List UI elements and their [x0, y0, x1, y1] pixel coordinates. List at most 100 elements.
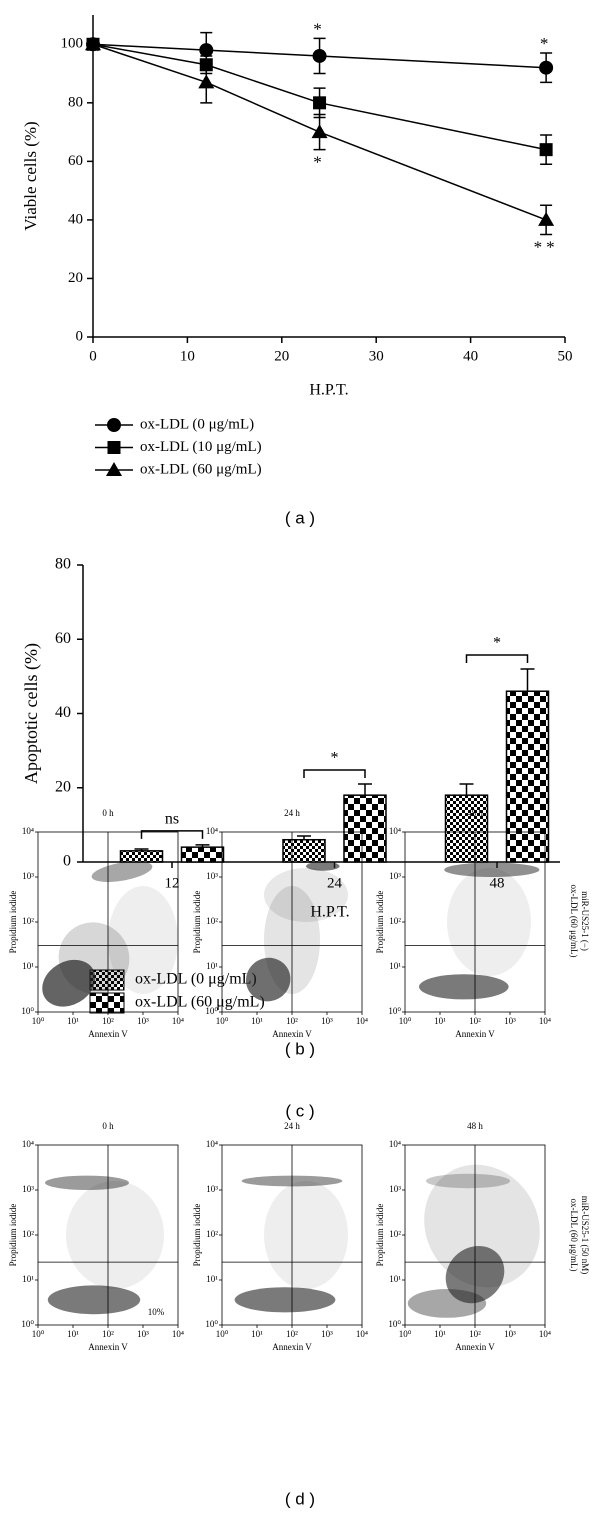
y-tick-label: 10² [389, 1229, 401, 1239]
y-tick-label: 0 [76, 328, 84, 344]
y-tick-label: 80 [68, 94, 83, 110]
x-tick-label: 10⁴ [172, 1329, 184, 1339]
y-axis-label: Propidium iodide [192, 1204, 202, 1267]
y-tick-label: 60 [55, 630, 71, 647]
significance-bracket [465, 654, 529, 663]
y-tick-label: 10³ [389, 871, 401, 881]
y-tick-label: 10¹ [22, 1274, 34, 1284]
panel-label: ( d ) [285, 1489, 315, 1508]
legend-label: ox-LDL (10 μg/mL) [140, 439, 262, 455]
marker [539, 60, 554, 75]
legend-swatch [89, 992, 125, 1014]
y-tick-label: 10² [22, 916, 34, 926]
x-tick-label: 30 [369, 348, 384, 364]
x-axis-label: H.P.T. [310, 904, 349, 921]
x-tick-label: 10⁰ [216, 1016, 229, 1026]
y-tick-label: 10¹ [206, 961, 218, 971]
x-tick-label: 10¹ [434, 1016, 446, 1026]
significance-label: ns [165, 811, 179, 828]
y-tick-label: 10⁴ [206, 1139, 218, 1149]
legend-label: ox-LDL (60 μg/mL) [135, 994, 265, 1011]
panel-title: 48 h [467, 1121, 483, 1131]
cell-population [47, 1285, 141, 1315]
x-axis-label: H.P.T. [309, 382, 348, 399]
y-tick-label: 10¹ [389, 1274, 401, 1284]
error-bar [358, 783, 372, 796]
legend-label: ox-LDL (0 μg/mL) [140, 416, 254, 432]
y-axis-label: Viable cells (%) [21, 121, 40, 230]
x-tick-label: 10⁴ [356, 1329, 368, 1339]
error-bar [459, 783, 474, 796]
x-tick-label: 10⁰ [32, 1329, 45, 1339]
marker [312, 48, 327, 63]
y-tick-label: 40 [68, 211, 83, 227]
x-tick-label: 10³ [504, 1329, 516, 1339]
bar [444, 794, 489, 863]
legend-marker [107, 441, 121, 454]
x-tick-label: 10¹ [67, 1016, 79, 1026]
marker [198, 74, 215, 89]
x-tick-label: 0 [89, 348, 97, 364]
y-axis-label: Propidium iodide [375, 1204, 385, 1267]
y-tick-label: 10⁰ [388, 1319, 401, 1329]
y-axis-label: Propidium iodide [8, 1204, 18, 1267]
x-tick-label: 48 [490, 875, 505, 891]
x-tick-label: 10⁰ [32, 1016, 45, 1026]
x-axis-label: Annexin V [455, 1342, 495, 1352]
marker [538, 211, 555, 226]
cell-population [234, 1287, 336, 1313]
annotation: 10% [148, 1307, 165, 1317]
marker [199, 43, 214, 58]
y-tick-label: 10³ [206, 1184, 218, 1194]
cell-population [426, 1173, 510, 1189]
error-bar [520, 668, 535, 692]
series-line [92, 43, 547, 69]
y-tick-label: 10² [22, 1229, 34, 1239]
x-tick-label: 10¹ [251, 1016, 263, 1026]
x-axis-label: Annexin V [455, 1029, 495, 1039]
y-axis-label: Propidium iodide [8, 891, 18, 954]
x-axis-label: Annexin V [272, 1029, 312, 1039]
y-axis-label: Propidium iodide [375, 891, 385, 954]
x-tick-label: 10⁴ [539, 1016, 551, 1026]
y-tick-label: 10⁴ [389, 826, 401, 836]
x-tick-label: 10¹ [251, 1329, 263, 1339]
y-tick-label: 100 [61, 36, 84, 52]
significance-label: * [313, 19, 326, 38]
y-tick-label: 10³ [22, 1184, 34, 1194]
row-label: ox-LDL (60 μg/mL) [569, 1199, 579, 1272]
x-tick-label: 20 [274, 348, 289, 364]
x-tick-label: 10⁰ [399, 1329, 412, 1339]
x-tick-label: 10² [286, 1329, 298, 1339]
panel-title: 48 h [467, 808, 483, 818]
x-tick-label: 12 [165, 875, 180, 891]
panel-label: ( a ) [285, 508, 315, 527]
y-tick-label: 10⁰ [21, 1319, 34, 1329]
significance-bracket [140, 830, 204, 839]
panel-label: ( b ) [285, 1039, 315, 1058]
y-axis-label: Propidium iodide [192, 891, 202, 954]
legend-label: ox-LDL (0 μg/mL) [135, 971, 257, 988]
y-tick-label: 10³ [389, 1184, 401, 1194]
significance-label: * [313, 153, 326, 172]
x-tick-label: 50 [558, 348, 573, 364]
bar [343, 794, 387, 863]
cell-population [91, 861, 153, 882]
bar [505, 690, 550, 863]
cell-population [264, 868, 348, 922]
cell-population [306, 861, 340, 871]
x-tick-label: 10⁰ [216, 1329, 229, 1339]
cell-population [447, 868, 531, 976]
x-tick-label: 10⁴ [539, 1329, 551, 1339]
bar [119, 850, 164, 863]
y-tick-label: 10³ [22, 871, 34, 881]
y-tick-label: 10⁰ [205, 1319, 218, 1329]
y-tick-label: 10⁰ [205, 1006, 218, 1016]
cell-population [407, 1289, 487, 1318]
x-tick-label: 10¹ [434, 1329, 446, 1339]
cell-population [66, 1181, 164, 1289]
panel-title: 0 h [102, 1121, 114, 1131]
panel-title: 24 h [284, 1121, 300, 1131]
significance-label: * [540, 34, 553, 53]
cell-population [245, 957, 291, 1002]
